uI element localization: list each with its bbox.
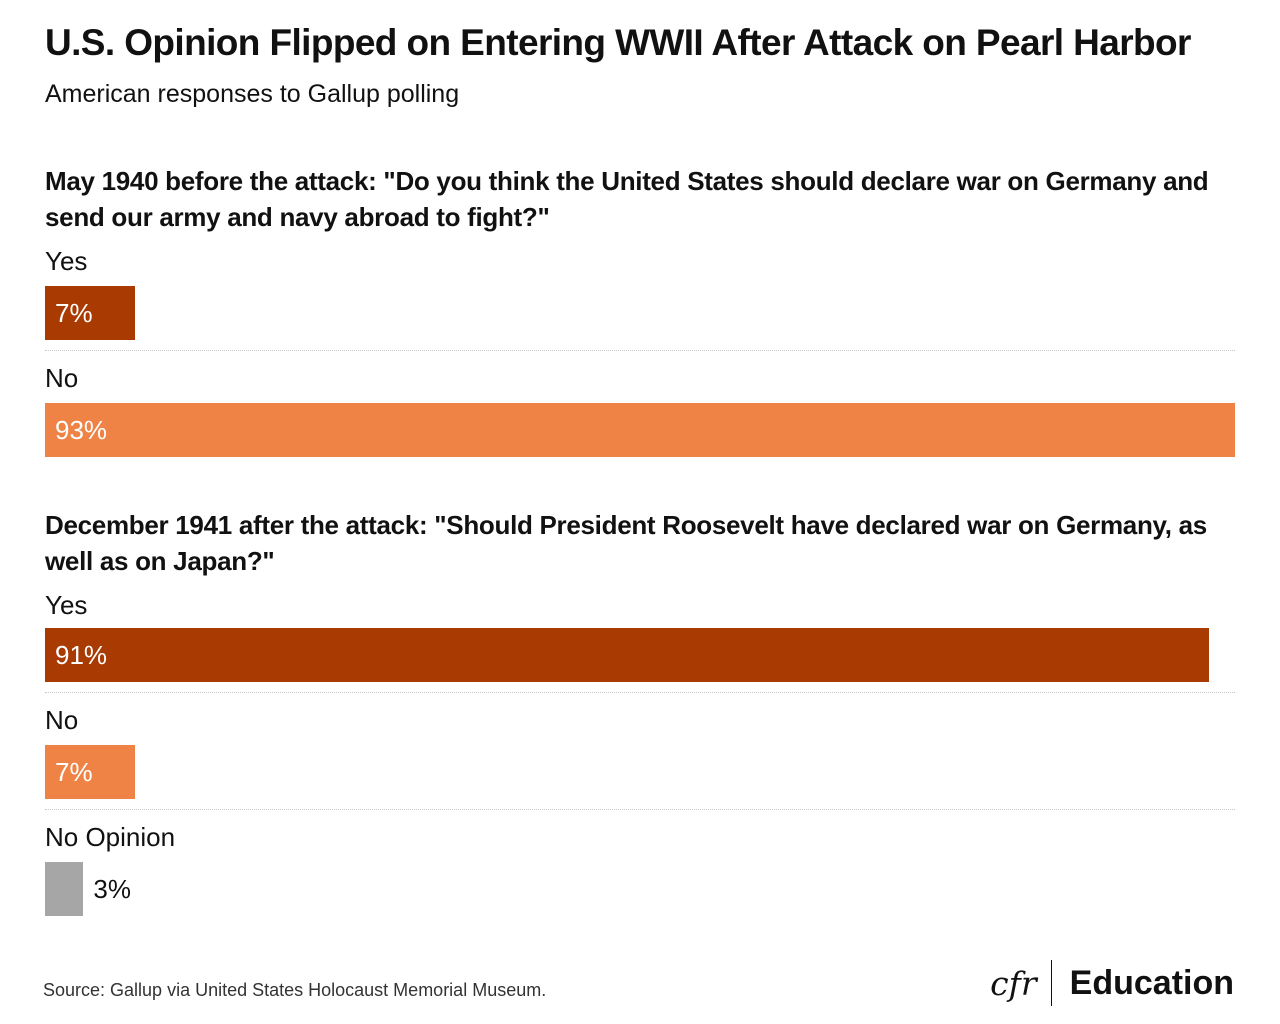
chart-title: U.S. Opinion Flipped on Entering WWII Af… <box>45 22 1191 63</box>
row-label-no-opinion-1941: No Opinion <box>45 822 176 852</box>
logo-divider <box>1050 960 1052 1006</box>
value-label-no-1941: 7% <box>55 757 93 787</box>
question-1940: May 1940 before the attack: "Do you thin… <box>45 166 1209 232</box>
row-divider <box>45 692 1235 693</box>
bar-yes-1941 <box>45 628 1210 682</box>
row-label-no-1941: No <box>45 705 79 735</box>
source-note: Source: Gallup via United States Holocau… <box>43 980 547 1000</box>
value-label-no-opinion-1941: 3% <box>93 874 131 904</box>
bar-no-1941 <box>45 745 135 799</box>
bar-no-1940 <box>45 403 1235 457</box>
row-label-no-1940: No <box>45 363 79 393</box>
chart-subtitle: American responses to Gallup polling <box>45 80 460 108</box>
value-label-yes-1940: 7% <box>55 298 93 328</box>
value-label-no-1940: 93% <box>55 415 108 445</box>
cfr-education-logo: cfr Education <box>990 958 1234 1008</box>
logo-text: Education <box>1069 963 1234 1002</box>
cfr-logo-mark: cfr <box>990 963 1037 1003</box>
question-1941: December 1941 after the attack: "Should … <box>45 510 1207 576</box>
row-divider <box>45 350 1235 351</box>
value-label-yes-1941: 91% <box>55 640 108 670</box>
bar-no-opinion-1941 <box>45 862 84 916</box>
bar-yes-1940 <box>45 286 135 340</box>
row-label-yes-1940: Yes <box>45 246 88 276</box>
row-label-yes-1941: Yes <box>45 590 88 620</box>
row-divider <box>45 809 1235 810</box>
